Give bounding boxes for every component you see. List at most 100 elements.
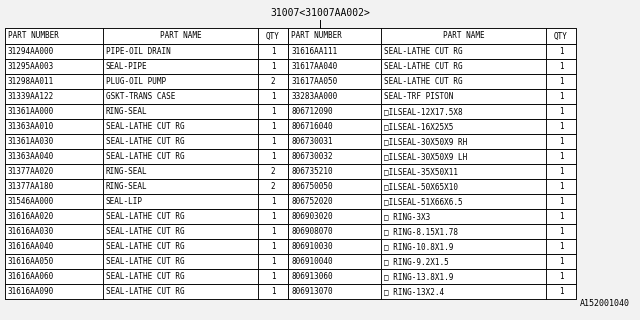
Text: SEAL-TRF PISTON: SEAL-TRF PISTON [384,92,453,101]
Bar [258,28,288,44]
Text: QTY: QTY [266,31,280,41]
Bar [288,28,381,44]
Text: 1: 1 [271,47,275,56]
Text: 806913060: 806913060 [291,272,333,281]
Bar [288,119,576,134]
Text: □ RING-10.8X1.9: □ RING-10.8X1.9 [384,242,453,251]
Bar [5,89,103,104]
Text: PIPE-OIL DRAIN: PIPE-OIL DRAIN [106,47,171,56]
Bar [381,239,546,254]
Bar [258,89,288,104]
Text: 1: 1 [271,257,275,266]
Bar [258,224,288,239]
Bar [381,209,546,224]
Bar [5,179,103,194]
Text: 1: 1 [559,182,563,191]
Bar [5,194,103,209]
Bar [5,89,288,104]
Bar [258,149,288,164]
Bar [258,134,288,149]
Bar [288,89,576,104]
Bar [381,164,546,179]
Text: 1: 1 [271,152,275,161]
Bar [546,224,576,239]
Text: 2: 2 [271,167,275,176]
Bar [288,119,381,134]
Bar [258,269,288,284]
Bar [103,134,258,149]
Bar [288,284,381,299]
Bar [5,119,103,134]
Bar [288,239,576,254]
Bar [5,149,288,164]
Bar [5,134,103,149]
Bar [5,239,288,254]
Bar [546,179,576,194]
Bar [103,164,258,179]
Bar [288,149,576,164]
Text: QTY: QTY [554,31,568,41]
Bar [546,194,576,209]
Text: 806910040: 806910040 [291,257,333,266]
Text: 31546AA000: 31546AA000 [8,197,54,206]
Text: 806752020: 806752020 [291,197,333,206]
Bar [5,254,288,269]
Bar [103,254,258,269]
Text: □ILSEAL-51X66X6.5: □ILSEAL-51X66X6.5 [384,197,463,206]
Text: 1: 1 [271,137,275,146]
Bar [5,119,288,134]
Text: 1: 1 [559,62,563,71]
Text: 806913070: 806913070 [291,287,333,296]
Text: SEAL-PIPE: SEAL-PIPE [106,62,148,71]
Text: 1: 1 [559,227,563,236]
Bar [288,269,381,284]
Text: 1: 1 [559,122,563,131]
Text: 806716040: 806716040 [291,122,333,131]
Bar [258,74,288,89]
Bar [5,284,103,299]
Bar [5,74,103,89]
Bar [5,44,103,59]
Bar [546,209,576,224]
Bar [288,239,381,254]
Bar [103,209,258,224]
Text: 2: 2 [271,77,275,86]
Bar [103,224,258,239]
Bar [546,254,576,269]
Bar [288,194,381,209]
Text: SEAL-LATHE CUT RG: SEAL-LATHE CUT RG [106,257,184,266]
Bar [546,119,576,134]
Bar [288,149,381,164]
Text: 1: 1 [271,62,275,71]
Text: SEAL-LATHE CUT RG: SEAL-LATHE CUT RG [106,212,184,221]
Bar [5,224,103,239]
Text: SEAL-LATHE CUT RG: SEAL-LATHE CUT RG [106,152,184,161]
Bar [103,28,258,44]
Bar [381,254,546,269]
Bar [288,59,576,74]
Text: 1: 1 [271,197,275,206]
Bar [5,59,103,74]
Bar [381,104,546,119]
Text: PART NUMBER: PART NUMBER [8,31,59,41]
Text: 31361AA030: 31361AA030 [8,137,54,146]
Bar [258,59,288,74]
Text: 1: 1 [559,137,563,146]
Text: 31616AA020: 31616AA020 [8,212,54,221]
Bar [103,74,258,89]
Text: 806750050: 806750050 [291,182,333,191]
Text: 1: 1 [271,92,275,101]
Bar [5,164,103,179]
Bar [288,28,576,44]
Text: 1: 1 [559,287,563,296]
Text: 31617AA050: 31617AA050 [291,77,337,86]
Bar [258,44,288,59]
Bar [258,284,288,299]
Bar [381,179,546,194]
Text: 31617AA040: 31617AA040 [291,62,337,71]
Bar [288,254,381,269]
Bar [288,74,576,89]
Bar [381,194,546,209]
Bar [103,284,258,299]
Text: SEAL-LIP: SEAL-LIP [106,197,143,206]
